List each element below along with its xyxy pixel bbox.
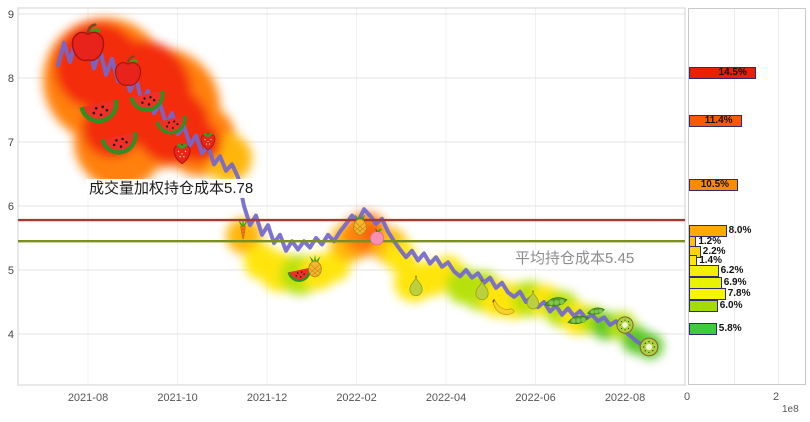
fruit-pear-icon: [526, 290, 540, 310]
fruit-watermelon-icon: [100, 131, 138, 155]
avg-cost-annotation: 平均持仓成本5.45: [512, 249, 638, 268]
volume-bar-label: 11.4%: [704, 114, 733, 126]
x-tick-label: 2022-06: [515, 392, 555, 404]
volume-bar-label: 5.8%: [718, 322, 742, 334]
x-tick-label: 2021-08: [68, 392, 108, 404]
x-tick-label: 2022-04: [426, 392, 466, 404]
plot-border: [17, 7, 686, 386]
fruit-pear-icon: [409, 275, 423, 297]
fruit-banana-icon: [492, 298, 515, 315]
volume-bar-label: 8.0%: [728, 225, 752, 237]
panel-grid-line: [778, 9, 779, 384]
panel-axis-multiplier: 1e8: [782, 404, 799, 415]
fruit-peas-icon: [587, 307, 605, 315]
volume-bar: 6.2%: [689, 265, 743, 277]
y-tick-label: 6: [8, 201, 14, 213]
volume-bar: 10.5%: [689, 178, 738, 191]
fruit-strawberry-icon: [200, 132, 216, 151]
volume-bar-label: 1.2%: [698, 236, 722, 248]
y-tick-label: 8: [8, 73, 14, 85]
volume-bar: 11.4%: [689, 114, 742, 127]
panel-x-tick-2: 2: [773, 391, 780, 403]
fruit-strawberry-icon: [173, 142, 191, 165]
fruit-peas-icon: [544, 297, 568, 307]
fruit-watermelon-icon: [79, 99, 119, 124]
y-tick-label: 7: [8, 137, 14, 149]
y-tick-label: 5: [8, 265, 14, 277]
volume-bar-label: 6.9%: [723, 276, 747, 288]
volume-bar-label: 6.0%: [719, 300, 743, 312]
volume-bar-label: 2.2%: [702, 245, 726, 257]
fruit-pear-icon: [475, 279, 489, 301]
fruit-watermelon-icon: [155, 115, 187, 135]
y-tick-label: 4: [8, 329, 14, 341]
volume-bar: 6.9%: [689, 276, 747, 289]
price-chart: 9 8 7 6 5 4 2021-08 2021-10 2021-12 2022-02 2022-0…: [8, 7, 686, 404]
volume-bar: 7.8%: [689, 288, 751, 301]
panel-x-tick-0: 0: [684, 391, 691, 403]
fruit-watermelon-icon: [129, 90, 165, 112]
fruit-peas-icon: [567, 315, 589, 325]
fruit-apple-icon: [114, 55, 142, 86]
volume-panel: 14.5% 11.4% 10.5% 8.0% 1.2% 2.2% 1.4% 6.2% 6.9% 7…: [688, 8, 806, 385]
fruit-icons: [71, 23, 659, 357]
volume-bar-label: 1.4%: [699, 254, 723, 266]
fruit-apple-icon: [71, 23, 105, 62]
x-tick-label: 2022-02: [336, 392, 376, 404]
x-tick-label: 2022-08: [605, 392, 645, 404]
x-tick-label: 2021-12: [247, 392, 287, 404]
volume-bar-label: 7.8%: [727, 288, 751, 300]
fruit-kiwi-icon: [616, 316, 634, 334]
volume-bar-label: 14.5%: [718, 66, 747, 78]
y-tick-label: 9: [8, 9, 14, 21]
fruit-peach-icon: [370, 228, 385, 246]
volume-bar-label: 6.2%: [720, 265, 744, 276]
fruit-pineapple-icon: [308, 254, 322, 278]
volume-bar: 6.0%: [689, 300, 742, 313]
volume-bar-label: 10.5%: [700, 178, 730, 190]
panel-grid-line: [733, 9, 735, 384]
price-line: [56, 37, 648, 349]
volume-bar: 14.5%: [689, 66, 756, 79]
fruit-pineapple-icon: [353, 212, 367, 236]
fruit-kiwi-icon: [639, 337, 659, 357]
volume-bar: 5.8%: [689, 322, 742, 335]
x-tick-label: 2021-10: [157, 392, 197, 404]
volume-bar: 8.0%: [689, 225, 751, 238]
vwap-cost-annotation: 成交量加权持仓成本5.78: [86, 179, 257, 198]
fruit-carrot-icon: [239, 220, 248, 240]
